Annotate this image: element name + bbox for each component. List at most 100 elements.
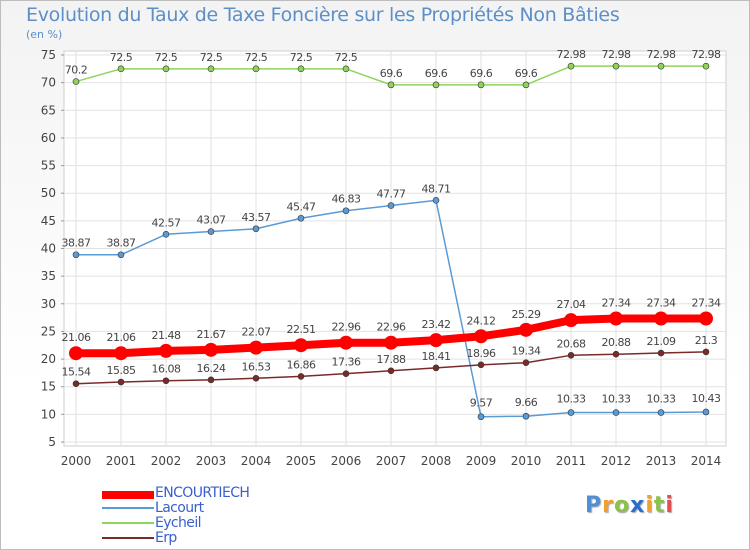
legend-swatch-eycheil	[102, 522, 154, 524]
logo-letter: o	[613, 493, 631, 518]
y-tick-label: 15	[41, 380, 56, 394]
y-tick-label: 55	[41, 159, 56, 173]
data-point	[252, 374, 260, 382]
data-point	[69, 346, 83, 361]
data-point	[117, 251, 125, 259]
data-point	[249, 340, 263, 355]
data-label: 70.2	[65, 64, 88, 77]
data-label: 72.98	[692, 48, 721, 61]
x-tick-label: 2008	[421, 454, 452, 468]
data-label: 18.41	[422, 350, 451, 363]
y-tick-label: 75	[41, 48, 56, 62]
data-point	[72, 380, 80, 388]
data-label: 21.06	[107, 331, 136, 344]
data-point	[702, 408, 710, 416]
x-tick-label: 2009	[466, 454, 497, 468]
x-tick-label: 2001	[106, 454, 137, 468]
data-label: 47.77	[377, 188, 406, 201]
data-point	[432, 81, 440, 89]
data-point	[384, 335, 398, 350]
data-label: 20.88	[602, 336, 631, 349]
data-point	[522, 412, 530, 420]
data-label: 21.3	[695, 334, 718, 347]
data-point	[657, 349, 665, 357]
data-point	[522, 359, 530, 367]
logo-letter: i	[665, 493, 674, 518]
data-point	[477, 361, 485, 369]
x-tick-label: 2005	[286, 454, 317, 468]
data-point	[432, 197, 440, 204]
data-point	[387, 81, 395, 89]
data-point	[207, 376, 215, 384]
logo-letter: t	[653, 493, 666, 518]
data-point	[207, 65, 215, 73]
x-tick-label: 2011	[556, 454, 587, 468]
data-point	[387, 367, 395, 375]
data-point	[477, 81, 485, 89]
data-point	[477, 413, 485, 421]
data-point	[609, 311, 623, 326]
data-label: 38.87	[62, 237, 91, 250]
data-point	[252, 225, 260, 233]
data-point	[342, 207, 350, 215]
y-tick-label: 30	[41, 297, 56, 311]
data-point	[342, 370, 350, 377]
data-label: 72.5	[335, 51, 358, 64]
chart-title: Evolution du Taux de Taxe Foncière sur l…	[26, 4, 620, 26]
data-label: 22.07	[242, 326, 271, 339]
data-label: 69.6	[470, 67, 493, 80]
data-label: 69.6	[515, 67, 538, 80]
data-label: 72.5	[290, 51, 313, 64]
data-point	[432, 364, 440, 372]
data-point	[702, 62, 710, 70]
logo-letter: x	[630, 493, 646, 518]
x-tick-label: 2004	[241, 454, 272, 468]
y-tick-label: 20	[41, 352, 56, 366]
data-label: 43.07	[197, 214, 226, 227]
data-point	[657, 62, 665, 70]
data-point	[252, 65, 260, 73]
legend-swatch-encourtiech	[102, 491, 154, 499]
data-point	[564, 313, 578, 328]
data-label: 45.47	[287, 200, 316, 213]
data-label: 38.87	[107, 237, 136, 250]
x-tick-label: 2000	[61, 454, 92, 468]
data-point	[702, 348, 710, 356]
data-label: 9.57	[470, 397, 493, 410]
data-point	[342, 65, 350, 73]
y-tick-label: 40	[41, 242, 56, 256]
data-point	[159, 343, 173, 358]
data-label: 43.57	[242, 211, 271, 224]
data-point	[297, 214, 305, 222]
data-label: 22.96	[332, 321, 361, 334]
data-point	[117, 65, 125, 73]
x-tick-label: 2014	[691, 454, 722, 468]
data-label: 27.34	[602, 296, 631, 309]
data-label: 69.6	[425, 67, 448, 80]
data-point	[162, 65, 170, 73]
data-point	[339, 335, 353, 350]
data-point	[387, 202, 395, 209]
legend-swatch-lacourt	[102, 507, 154, 509]
legend-label-eycheil: Eycheil	[155, 515, 202, 531]
data-point	[162, 230, 170, 238]
data-label: 42.57	[152, 216, 181, 229]
data-point	[612, 409, 620, 416]
legend-label-encourtiech: ENCOURTIECH	[155, 485, 250, 501]
data-point	[117, 378, 125, 386]
y-tick-label: 70	[41, 76, 56, 90]
data-label: 46.83	[332, 193, 361, 206]
logo-letter: i	[645, 493, 654, 518]
data-point	[699, 311, 713, 326]
data-label: 15.54	[62, 366, 91, 379]
data-point	[519, 322, 533, 337]
data-label: 21.09	[647, 335, 676, 348]
data-label: 72.5	[110, 51, 133, 64]
data-label: 9.66	[515, 396, 538, 409]
data-point	[207, 228, 215, 235]
x-tick-label: 2006	[331, 454, 362, 468]
y-tick-label: 5	[48, 435, 56, 449]
data-label: 20.68	[557, 337, 586, 350]
y-tick-label: 50	[41, 186, 56, 200]
